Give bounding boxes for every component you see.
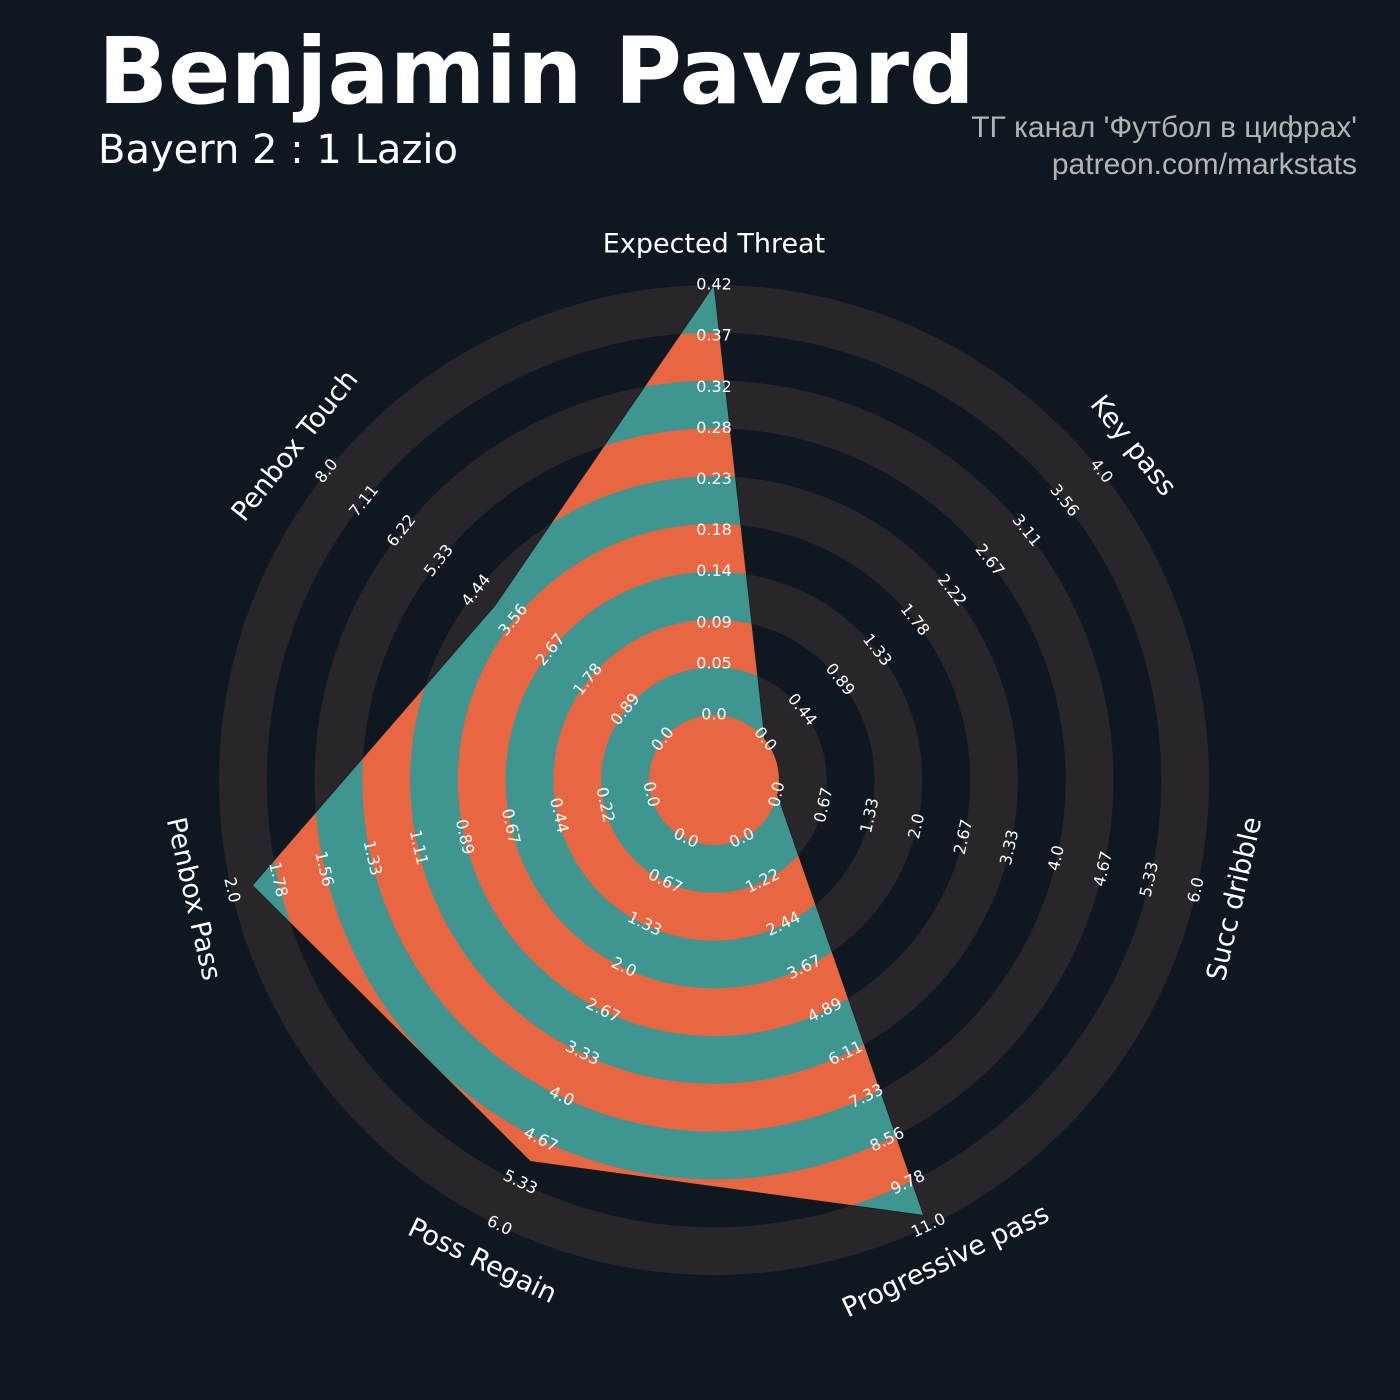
tick-label: 0.37 (696, 326, 732, 345)
axis-label: Expected Threat (603, 229, 825, 260)
tick-label: 0.18 (696, 520, 732, 539)
center-disc (649, 715, 779, 845)
tick-label: 0.09 (696, 612, 732, 631)
tick-label: 0.28 (696, 418, 732, 437)
tick-label: 0.23 (696, 469, 732, 488)
tick-label: 0.32 (696, 377, 732, 396)
credit: patreon.com/markstats (1052, 148, 1357, 181)
tick-label: 0.0 (701, 705, 726, 724)
tick-label: 0.14 (696, 561, 732, 580)
tick-label: 0.42 (696, 275, 732, 294)
tick-label: 0.05 (696, 653, 732, 672)
chart-subtitle: Bayern 2 : 1 Lazio (98, 127, 458, 173)
credit: ТГ канал 'Футбол в цифрах' (971, 111, 1357, 144)
chart-title: Benjamin Pavard (98, 18, 975, 125)
